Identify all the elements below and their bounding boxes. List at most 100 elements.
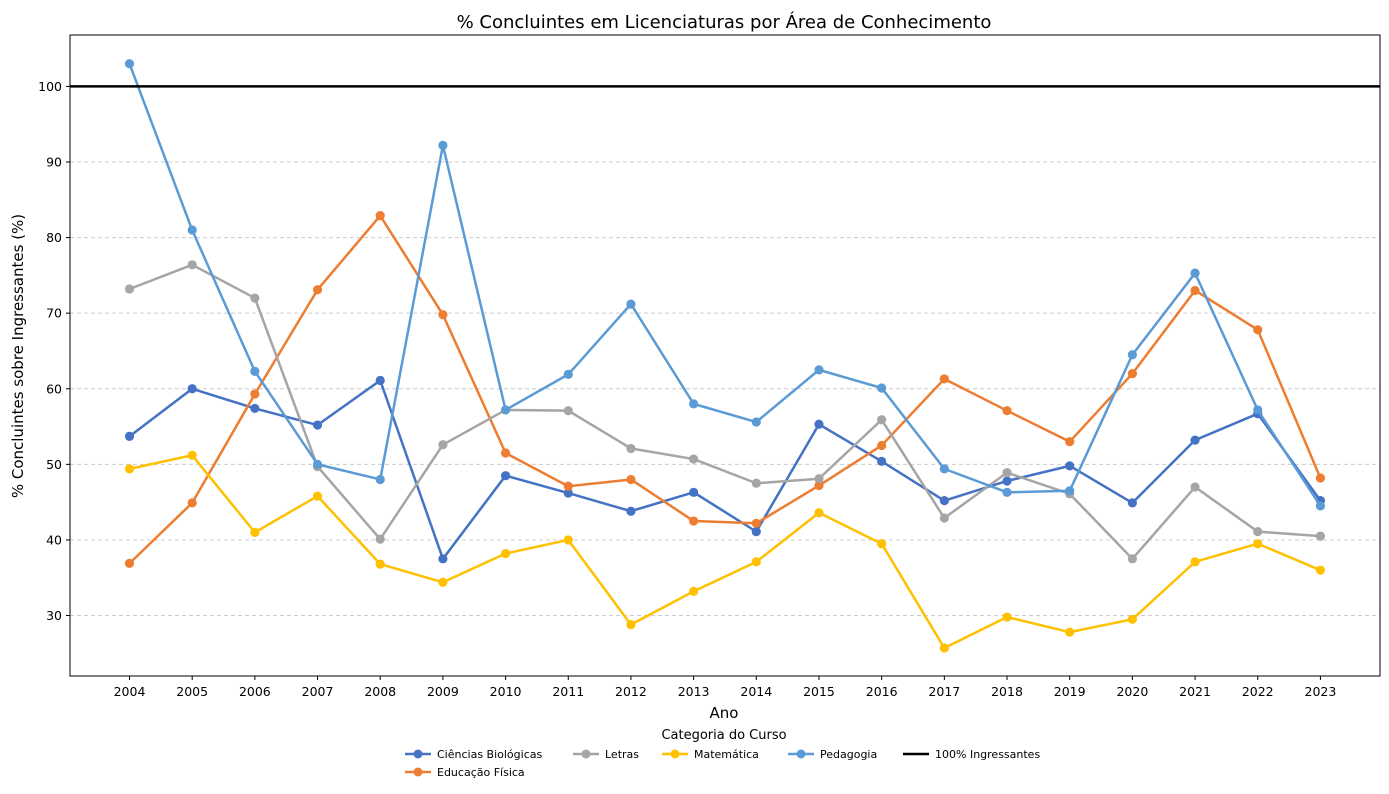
- y-tick-label: 40: [46, 532, 62, 547]
- data-point: [1065, 437, 1075, 447]
- data-point: [1253, 527, 1263, 537]
- data-point: [1315, 501, 1326, 511]
- data-point: [939, 513, 949, 523]
- data-point: [814, 419, 824, 429]
- data-point: [1253, 539, 1263, 549]
- data-point: [124, 59, 135, 69]
- legend-title: Categoria do Curso: [661, 728, 786, 743]
- legend-entry: Ciências Biológicas: [405, 748, 542, 761]
- x-tick-label: 2004: [114, 684, 146, 699]
- data-point: [438, 440, 448, 450]
- series-line: [129, 263, 1321, 561]
- series-line: [128, 63, 1322, 507]
- data-point: [250, 403, 260, 414]
- y-tick-label: 100: [38, 79, 62, 94]
- data-point: [187, 384, 197, 394]
- chart-title: % Concluintes em Licenciaturas por Área …: [457, 11, 992, 33]
- x-tick-label: 2014: [740, 684, 772, 699]
- data-point: [563, 488, 573, 498]
- data-point: [375, 474, 385, 485]
- data-point: [877, 539, 887, 549]
- x-tick-label: 2010: [490, 684, 522, 699]
- x-tick-label: 2017: [928, 684, 960, 699]
- plot-area-frame: [69, 34, 1381, 677]
- x-tick-label: 2016: [866, 684, 898, 699]
- data-point: [563, 369, 573, 379]
- data-point: [438, 140, 448, 150]
- data-point: [751, 557, 761, 567]
- x-tick-label: 2008: [364, 684, 396, 699]
- x-tick-label: 2023: [1305, 684, 1337, 699]
- data-point: [250, 527, 260, 537]
- x-tick-label: 2015: [803, 684, 835, 699]
- legend-swatch-marker: [413, 749, 423, 759]
- data-point: [312, 420, 323, 430]
- y-tick-label: 50: [46, 457, 62, 472]
- data-point: [751, 518, 761, 528]
- data-point: [1315, 565, 1326, 575]
- data-point: [312, 459, 323, 469]
- x-tick-label: 2020: [1116, 684, 1148, 699]
- data-point: [1190, 435, 1200, 445]
- data-point: [124, 284, 135, 294]
- data-point: [250, 293, 260, 303]
- x-tick-label: 2009: [427, 684, 459, 699]
- data-point: [1002, 612, 1012, 622]
- x-axis-ticks: 2004 2005 2006 2007 2008 2009 2010 2011 2012 2013…: [114, 676, 1337, 699]
- series-Educação Física: [124, 211, 1326, 568]
- data-point: [312, 285, 323, 295]
- data-point: [1190, 268, 1200, 278]
- legend-label: Letras: [605, 748, 639, 761]
- legend-entry: Pedagogia: [788, 748, 877, 761]
- data-point: [250, 366, 260, 376]
- data-point: [877, 440, 887, 451]
- data-point: [689, 586, 699, 596]
- data-point: [124, 431, 135, 441]
- legend-entry: 100% Ingressantes: [903, 748, 1040, 761]
- data-point: [124, 558, 135, 568]
- data-point: [1253, 405, 1263, 415]
- data-point: [187, 450, 197, 460]
- data-point: [689, 454, 699, 464]
- legend-label: Ciências Biológicas: [437, 748, 542, 761]
- data-point: [187, 260, 197, 270]
- data-point: [1190, 285, 1200, 296]
- data-point: [375, 375, 385, 386]
- data-point: [500, 405, 511, 415]
- data-point: [626, 443, 636, 454]
- legend-label: 100% Ingressantes: [935, 748, 1040, 761]
- data-point: [626, 299, 636, 309]
- data-point: [500, 548, 511, 559]
- data-point: [1065, 627, 1075, 637]
- data-point: [124, 464, 135, 474]
- data-point: [1127, 614, 1137, 624]
- legend-entry: Letras: [573, 748, 639, 761]
- data-point: [250, 389, 260, 399]
- data-point: [375, 211, 385, 221]
- legend-label: Pedagogia: [820, 748, 877, 761]
- data-point: [1002, 487, 1012, 497]
- data-point: [751, 527, 761, 537]
- data-point: [1065, 461, 1075, 471]
- data-point: [500, 448, 511, 458]
- data-point: [438, 577, 448, 587]
- data-point: [187, 498, 197, 508]
- data-point: [877, 415, 887, 425]
- legend-swatch-marker: [581, 749, 591, 759]
- series-Pedagogia: [124, 59, 1326, 511]
- x-tick-label: 2011: [552, 684, 584, 699]
- x-tick-label: 2005: [176, 684, 208, 699]
- series-Ciências Biológicas: [124, 375, 1326, 564]
- data-point: [1127, 369, 1137, 379]
- legend-entry: Matemática: [662, 748, 759, 761]
- data-point: [1127, 554, 1137, 564]
- data-point: [877, 456, 887, 466]
- legend-label: Educação Física: [437, 766, 525, 779]
- y-tick-label: 90: [46, 154, 62, 169]
- data-point: [1002, 406, 1012, 416]
- data-point: [814, 508, 824, 518]
- data-point: [1315, 531, 1326, 541]
- data-point: [939, 374, 949, 384]
- x-tick-label: 2006: [239, 684, 271, 699]
- y-tick-label: 30: [46, 608, 62, 623]
